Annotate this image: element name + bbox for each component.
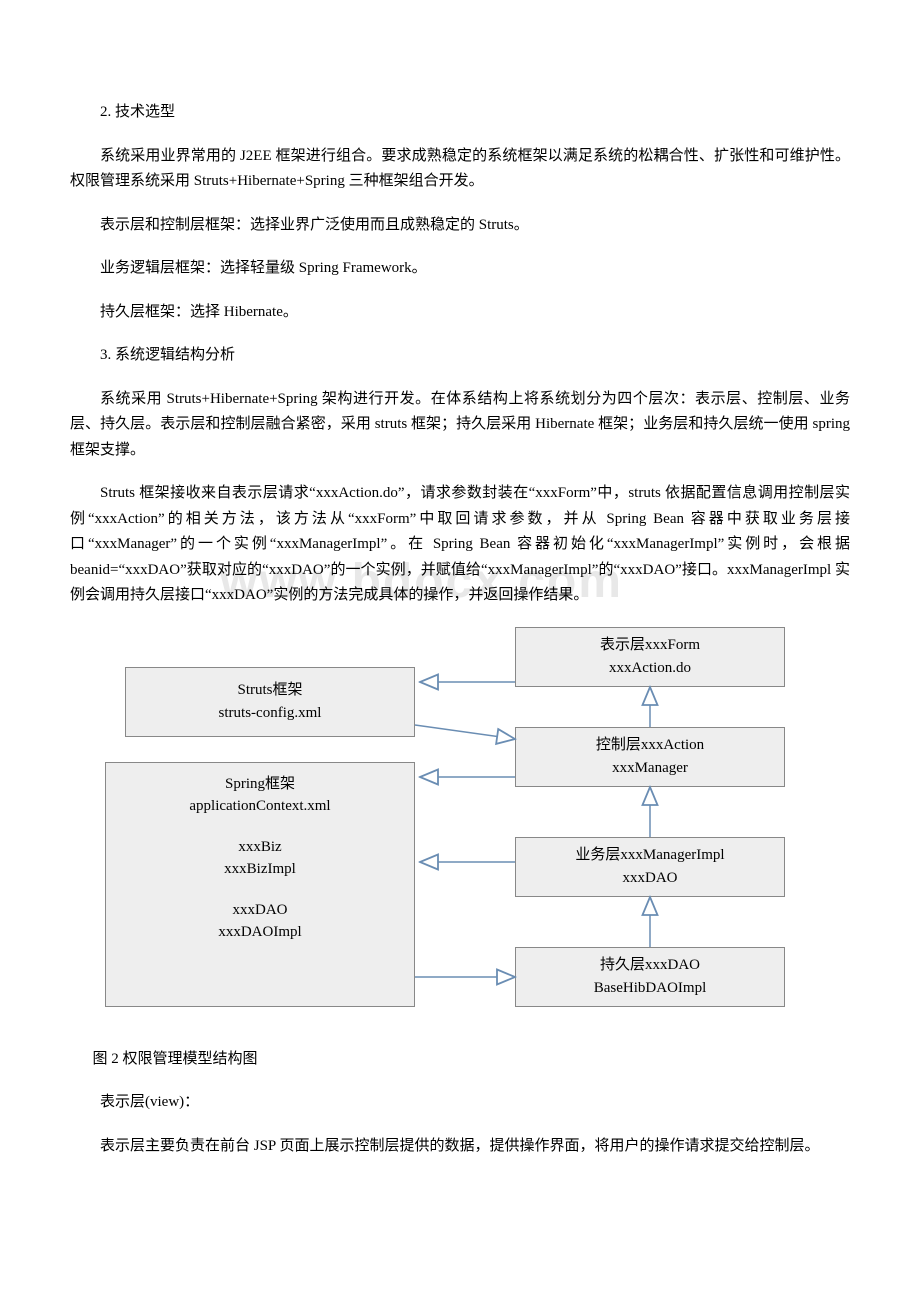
para-struts-flow: Struts 框架接收来自表示层请求“xxxAction.do”，请求参数封装在… <box>70 481 850 609</box>
node-ctrl-line1: 控制层xxxAction <box>520 734 780 757</box>
node-spring-line8: xxxDAOImpl <box>110 921 410 944</box>
node-spring-line2: applicationContext.xml <box>110 795 410 818</box>
para-view-desc: 表示层主要负责在前台 JSP 页面上展示控制层提供的数据，提供操作界面，将用户的… <box>70 1134 850 1160</box>
node-spring-gap2 <box>110 881 410 899</box>
node-spring-line7: xxxDAO <box>110 899 410 922</box>
node-view-layer: 表示层xxxForm xxxAction.do <box>515 627 785 687</box>
node-ctrl-line2: xxxManager <box>520 757 780 780</box>
node-dao-line2: BaseHibDAOImpl <box>520 977 780 1000</box>
figure-caption: 图 2 权限管理模型结构图 <box>93 1047 851 1073</box>
node-spring-line1: Spring框架 <box>110 773 410 796</box>
node-view-line2: xxxAction.do <box>520 657 780 680</box>
heading-tech-selection: 2. 技术选型 <box>70 100 850 126</box>
node-view-line1: 表示层xxxForm <box>520 634 780 657</box>
node-struts: Struts框架 struts-config.xml <box>125 667 415 737</box>
para-architecture: 系统采用 Struts+Hibernate+Spring 架构进行开发。在体系结… <box>70 387 850 464</box>
node-biz-line2: xxxDAO <box>520 867 780 890</box>
para-tech-intro: 系统采用业界常用的 J2EE 框架进行组合。要求成熟稳定的系统框架以满足系统的松… <box>70 144 850 195</box>
para-hibernate: 持久层框架：选择 Hibernate。 <box>70 300 850 326</box>
node-spring-line5: xxxBizImpl <box>110 858 410 881</box>
para-struts: 表示层和控制层框架：选择业界广泛使用而且成熟稳定的 Struts。 <box>70 213 850 239</box>
node-struts-line1: Struts框架 <box>130 679 410 702</box>
node-struts-line2: struts-config.xml <box>130 702 410 725</box>
heading-logic-analysis: 3. 系统逻辑结构分析 <box>70 343 850 369</box>
node-spring-line4: xxxBiz <box>110 836 410 859</box>
node-business-layer: 业务层xxxManagerImpl xxxDAO <box>515 837 785 897</box>
para-spring: 业务逻辑层框架：选择轻量级 Spring Framework。 <box>70 256 850 282</box>
node-dao-layer: 持久层xxxDAO BaseHibDAOImpl <box>515 947 785 1007</box>
architecture-diagram: 表示层xxxForm xxxAction.do Struts框架 struts-… <box>95 627 825 1027</box>
heading-view-layer: 表示层(view)： <box>70 1090 850 1116</box>
node-biz-line1: 业务层xxxManagerImpl <box>520 844 780 867</box>
node-dao-line1: 持久层xxxDAO <box>520 954 780 977</box>
node-control-layer: 控制层xxxAction xxxManager <box>515 727 785 787</box>
node-spring: Spring框架 applicationContext.xml xxxBiz x… <box>105 762 415 1007</box>
node-spring-gap1 <box>110 818 410 836</box>
